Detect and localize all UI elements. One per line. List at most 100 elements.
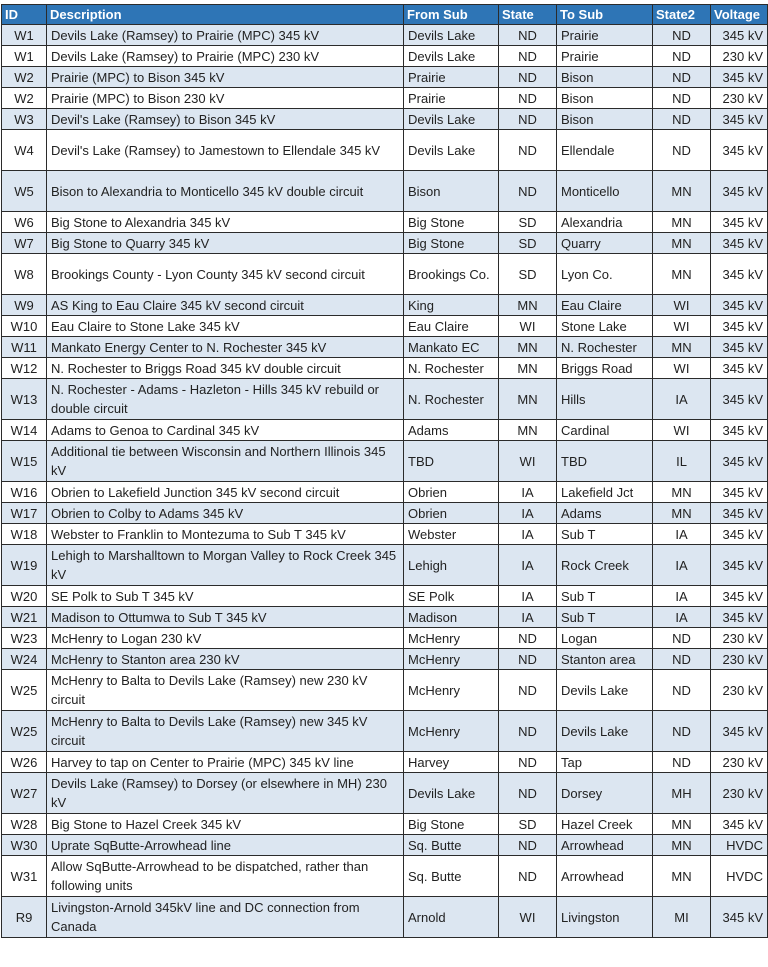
to-sub-cell: Briggs Road	[556, 357, 653, 379]
header-state: State	[498, 4, 557, 25]
id-cell: W23	[1, 627, 47, 649]
id-cell: W16	[1, 481, 47, 503]
description-cell: Devils Lake (Ramsey) to Prairie (MPC) 34…	[46, 24, 404, 46]
voltage-cell: 345 kV	[710, 502, 768, 524]
state-cell: MN	[498, 294, 557, 316]
state-cell: ND	[498, 669, 557, 711]
from-sub-cell: Arnold	[403, 896, 499, 938]
header-row: ID Description From Sub State To Sub Sta…	[1, 4, 768, 25]
state-cell: SD	[498, 813, 557, 835]
to-sub-cell: Bison	[556, 108, 653, 130]
from-sub-cell: TBD	[403, 440, 499, 482]
to-sub-cell: Rock Creek	[556, 544, 653, 586]
to-sub-cell: Devils Lake	[556, 669, 653, 711]
to-sub-cell: Lakefield Jct	[556, 481, 653, 503]
description-cell: Devils Lake (Ramsey) to Dorsey (or elsew…	[46, 772, 404, 814]
state2-cell: ND	[652, 45, 711, 67]
from-sub-cell: Obrien	[403, 502, 499, 524]
voltage-cell: 345 kV	[710, 24, 768, 46]
state-cell: SD	[498, 211, 557, 233]
state2-cell: MN	[652, 481, 711, 503]
from-sub-cell: Harvey	[403, 751, 499, 773]
state2-cell: MN	[652, 232, 711, 254]
state-cell: SD	[498, 253, 557, 295]
to-sub-cell: Dorsey	[556, 772, 653, 814]
to-sub-cell: Hills	[556, 378, 653, 420]
table-row: W8 Brookings County - Lyon County 345 kV …	[1, 253, 768, 295]
description-cell: Livingston-Arnold 345kV line and DC conn…	[46, 896, 404, 938]
state2-cell: IA	[652, 544, 711, 586]
state2-cell: MI	[652, 896, 711, 938]
table-row: W25 McHenry to Balta to Devils Lake (Rams…	[1, 669, 768, 711]
to-sub-cell: Sub T	[556, 606, 653, 628]
description-cell: Bison to Alexandria to Monticello 345 kV…	[46, 170, 404, 212]
state-cell: ND	[498, 772, 557, 814]
to-sub-cell: Arrowhead	[556, 834, 653, 856]
description-cell: McHenry to Balta to Devils Lake (Ramsey)…	[46, 710, 404, 752]
id-cell: W28	[1, 813, 47, 835]
state2-cell: MN	[652, 170, 711, 212]
header-voltage: Voltage	[710, 4, 768, 25]
description-cell: Allow SqButte-Arrowhead to be dispatched…	[46, 855, 404, 897]
description-cell: Devil's Lake (Ramsey) to Jamestown to El…	[46, 129, 404, 171]
table-row: W12 N. Rochester to Briggs Road 345 kV do…	[1, 357, 768, 379]
table-row: W23 McHenry to Logan 230 kV McHenry ND Logan…	[1, 627, 768, 649]
id-cell: W18	[1, 523, 47, 545]
description-cell: Eau Claire to Stone Lake 345 kV	[46, 315, 404, 337]
header-id: ID	[1, 4, 47, 25]
table-row: W5 Bison to Alexandria to Monticello 345 …	[1, 170, 768, 212]
voltage-cell: 345 kV	[710, 253, 768, 295]
to-sub-cell: Adams	[556, 502, 653, 524]
state-cell: ND	[498, 627, 557, 649]
voltage-cell: 345 kV	[710, 419, 768, 441]
id-cell: W15	[1, 440, 47, 482]
table-row: W20 SE Polk to Sub T 345 kV SE Polk IA Sub T…	[1, 585, 768, 607]
description-cell: McHenry to Stanton area 230 kV	[46, 648, 404, 670]
id-cell: W4	[1, 129, 47, 171]
table-row: W4 Devil's Lake (Ramsey) to Jamestown to …	[1, 129, 768, 171]
state-cell: ND	[498, 45, 557, 67]
state-cell: IA	[498, 606, 557, 628]
table-row: R9 Livingston-Arnold 345kV line and DC co…	[1, 896, 768, 938]
state-cell: ND	[498, 710, 557, 752]
description-cell: SE Polk to Sub T 345 kV	[46, 585, 404, 607]
from-sub-cell: Prairie	[403, 66, 499, 88]
from-sub-cell: SE Polk	[403, 585, 499, 607]
id-cell: W1	[1, 24, 47, 46]
id-cell: W5	[1, 170, 47, 212]
description-cell: McHenry to Balta to Devils Lake (Ramsey)…	[46, 669, 404, 711]
id-cell: W19	[1, 544, 47, 586]
id-cell: W1	[1, 45, 47, 67]
description-cell: Lehigh to Marshalltown to Morgan Valley …	[46, 544, 404, 586]
voltage-cell: 345 kV	[710, 378, 768, 420]
description-cell: Big Stone to Alexandria 345 kV	[46, 211, 404, 233]
state2-cell: MN	[652, 834, 711, 856]
description-cell: Big Stone to Hazel Creek 345 kV	[46, 813, 404, 835]
state2-cell: MN	[652, 336, 711, 358]
state2-cell: IA	[652, 585, 711, 607]
transmission-projects-table: ID Description From Sub State To Sub Sta…	[1, 4, 768, 938]
description-cell: Uprate SqButte-Arrowhead line	[46, 834, 404, 856]
state2-cell: MH	[652, 772, 711, 814]
from-sub-cell: N. Rochester	[403, 357, 499, 379]
voltage-cell: 345 kV	[710, 813, 768, 835]
state2-cell: ND	[652, 66, 711, 88]
state-cell: ND	[498, 24, 557, 46]
id-cell: W12	[1, 357, 47, 379]
to-sub-cell: Eau Claire	[556, 294, 653, 316]
state2-cell: ND	[652, 87, 711, 109]
from-sub-cell: Eau Claire	[403, 315, 499, 337]
description-cell: Prairie (MPC) to Bison 230 kV	[46, 87, 404, 109]
voltage-cell: 345 kV	[710, 544, 768, 586]
id-cell: W11	[1, 336, 47, 358]
to-sub-cell: Livingston	[556, 896, 653, 938]
from-sub-cell: Big Stone	[403, 813, 499, 835]
state-cell: MN	[498, 419, 557, 441]
id-cell: W17	[1, 502, 47, 524]
header-to-sub: To Sub	[556, 4, 653, 25]
from-sub-cell: McHenry	[403, 627, 499, 649]
header-state2: State2	[652, 4, 711, 25]
description-cell: Devil's Lake (Ramsey) to Bison 345 kV	[46, 108, 404, 130]
table-row: W24 McHenry to Stanton area 230 kV McHenry…	[1, 648, 768, 670]
table-row: W10 Eau Claire to Stone Lake 345 kV Eau Cl…	[1, 315, 768, 337]
